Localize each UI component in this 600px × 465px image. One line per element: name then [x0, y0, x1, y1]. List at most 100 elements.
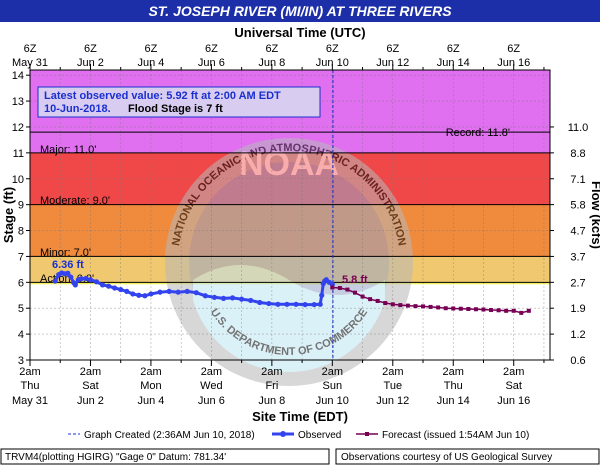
bottom-tick-day: Sat	[505, 380, 522, 392]
bottom-tick-date: Jun 8	[258, 395, 285, 407]
bottom-tick-hour: 2am	[443, 366, 464, 378]
top-tick-date: Jun 12	[376, 57, 409, 69]
forecast-point	[421, 304, 426, 309]
bottom-tick-hour: 2am	[140, 366, 161, 378]
top-tick-hour: 6Z	[507, 43, 520, 55]
observed-point	[229, 295, 236, 301]
y2-axis-title: Flow (kcfs)	[589, 181, 600, 249]
forecast-point	[428, 304, 433, 309]
forecast-point	[360, 294, 365, 299]
forecast-point	[511, 308, 516, 313]
bottom-tick-date: Jun 10	[316, 395, 349, 407]
bottom-tick-day: Thu	[444, 380, 463, 392]
observed-point	[284, 301, 290, 307]
forecast-point	[481, 307, 486, 312]
legend-observed-marker	[280, 431, 286, 437]
forecast-start-label: 5.8 ft	[342, 274, 368, 286]
observed-point	[239, 296, 245, 302]
observed-point	[65, 270, 71, 276]
bottom-axis-ticks: 2am Thu May 31 2am Sat Jun 2 2am Mon Jun 4 2am Wed…	[12, 360, 545, 407]
moderate-label: Moderate: 9.0'	[40, 195, 110, 207]
forecast-point	[519, 310, 524, 315]
bottom-tick-day: Sun	[323, 380, 343, 392]
bottom-tick-day: Mon	[140, 380, 161, 392]
observed-point	[148, 291, 154, 297]
y-tick-label: 14	[12, 70, 24, 82]
bottom-tick-day: Wed	[200, 380, 222, 392]
top-tick-date: Jun 6	[198, 57, 225, 69]
observed-point	[83, 275, 89, 282]
y2-tick-label: 11.0	[568, 122, 589, 134]
y2-tick-label: 5.8	[570, 200, 585, 212]
bottom-tick-day: Fri	[265, 380, 278, 392]
forecast-point	[405, 303, 410, 308]
bottom-tick-date: May 31	[12, 395, 48, 407]
y2-tick-label: 7.1	[570, 174, 585, 186]
bottom-tick-hour: 2am	[261, 366, 282, 378]
forecast-point	[345, 287, 350, 292]
y-tick-label: 5	[18, 303, 24, 315]
peak-label: 6.36 ft	[52, 259, 84, 271]
forecast-point	[451, 306, 456, 311]
observed-point	[175, 289, 181, 295]
top-tick-date: Jun 4	[137, 57, 164, 69]
legend: Graph Created (2:36AM Jun 10, 2018) Obse…	[68, 430, 529, 441]
observed-point	[142, 293, 148, 299]
observed-point	[93, 279, 100, 285]
info-latest-value: Latest observed value: 5.92 ft at 2:00 A…	[44, 90, 281, 102]
forecast-point	[436, 305, 441, 310]
footer-credit-box	[335, 448, 600, 465]
observed-point	[248, 297, 254, 304]
observed-point	[220, 295, 227, 301]
chart-title: ST. JOSEPH RIVER (MI/IN) AT THREE RIVERS	[148, 3, 452, 19]
right-axis-ticks: 0.6 1.2 1.9 2.7 3.7 4.7 5.8 7.1 8.8 11.0	[550, 122, 588, 367]
bottom-tick-hour: 2am	[322, 366, 343, 378]
y-tick-label: 6	[18, 277, 24, 289]
bottom-tick-date: Jun 2	[77, 395, 104, 407]
observed-point	[78, 276, 84, 282]
legend-forecast-marker	[365, 432, 369, 436]
legend-forecast: Forecast (issued 1:54AM Jun 10)	[382, 430, 529, 441]
bottom-tick-date: Jun 4	[137, 395, 164, 407]
observed-point	[72, 282, 78, 288]
bottom-tick-hour: 2am	[80, 366, 101, 378]
top-tick-hour: 6Z	[265, 43, 278, 55]
bottom-tick-hour: 2am	[503, 366, 524, 378]
observed-point	[202, 293, 208, 299]
top-tick-date: Jun 14	[437, 57, 470, 69]
info-date: 10-Jun-2018.	[44, 103, 111, 115]
forecast-point	[413, 304, 418, 309]
y-tick-label: 10	[12, 174, 24, 186]
forecast-point	[496, 308, 501, 313]
bottom-tick-hour: 2am	[19, 366, 40, 378]
y2-tick-label: 1.9	[570, 303, 585, 315]
forecast-point	[383, 301, 388, 306]
y-tick-label: 12	[12, 122, 24, 134]
y-tick-label: 13	[12, 96, 24, 108]
observed-point	[157, 289, 163, 295]
top-tick-hour: 6Z	[145, 43, 158, 55]
y-tick-label: 4	[18, 329, 24, 341]
legend-observed: Observed	[298, 430, 341, 441]
top-tick-date: Jun 10	[316, 57, 349, 69]
watermark-wave	[193, 265, 385, 372]
observed-point	[87, 277, 94, 283]
forecast-point	[489, 308, 494, 313]
observed-point	[68, 274, 74, 280]
forecast-point	[330, 285, 335, 290]
forecast-point	[353, 290, 357, 295]
top-tick-date: May 31	[12, 57, 48, 69]
y2-tick-label: 1.2	[570, 329, 585, 341]
observed-point	[257, 299, 263, 306]
top-tick-date: Jun 8	[258, 57, 285, 69]
y-tick-label: 8	[18, 226, 24, 238]
footer-datum: TRVM4(plotting HGIRG) "Gage 0" Datum: 78…	[5, 452, 226, 463]
bottom-axis-title: Site Time (EDT)	[252, 409, 348, 424]
observed-point	[311, 301, 317, 308]
top-tick-hour: 6Z	[205, 43, 218, 55]
bottom-tick-day: Thu	[21, 380, 40, 392]
bottom-tick-hour: 2am	[382, 366, 403, 378]
plot-frame	[29, 69, 551, 361]
top-axis-ticks: 6Z May 31 6Z Jun 2 6Z Jun 4 6Z Jun 6 6Z Jun 8 6Z Ju…	[12, 43, 545, 70]
